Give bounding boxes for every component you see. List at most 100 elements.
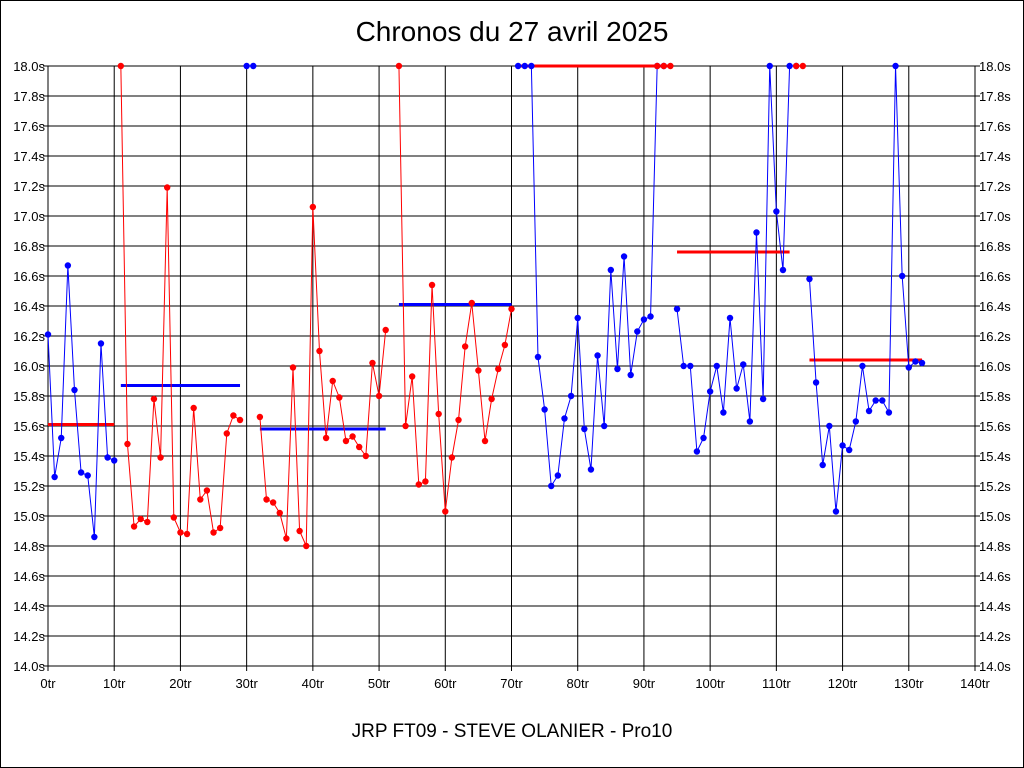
data-point: [276, 509, 283, 517]
data-point: [289, 364, 297, 371]
data-point: [356, 443, 363, 451]
y-tick-label-right: 16.2s: [979, 329, 1011, 344]
data-point: [806, 275, 813, 283]
tick-labels: 14.0s 14.0s 14.2s 14.2s 14.4s 14.4s 14.6s 14.6s…: [13, 59, 1011, 691]
data-point: [653, 62, 661, 70]
data-point: [706, 388, 714, 395]
x-tick-label: 70tr: [500, 676, 523, 691]
x-tick-label: 20tr: [169, 676, 192, 691]
data-point: [912, 358, 919, 365]
data-point: [223, 430, 230, 437]
data-point: [746, 418, 754, 425]
series-line: [808, 65, 923, 512]
data-point: [793, 62, 800, 70]
y-tick-label-left: 15.4s: [13, 449, 45, 464]
data-point: [885, 409, 893, 416]
data-point: [111, 457, 118, 464]
data-point: [382, 326, 389, 334]
data-point: [455, 416, 462, 424]
data-point: [667, 62, 674, 70]
data-point: [77, 469, 85, 476]
y-tick-label-right: 14.0s: [979, 659, 1011, 674]
data-point: [521, 62, 528, 70]
y-tick-label-left: 14.8s: [13, 539, 45, 554]
data-point: [700, 434, 707, 442]
data-point: [687, 362, 694, 370]
data-point: [448, 454, 456, 461]
data-point: [395, 62, 403, 70]
y-tick-label-right: 16.4s: [979, 299, 1011, 314]
y-tick-label-left: 14.4s: [13, 599, 45, 614]
data-point: [587, 466, 595, 473]
data-point: [574, 314, 581, 322]
data-point: [918, 359, 926, 367]
data-point: [322, 434, 330, 442]
data-point: [190, 404, 197, 412]
data-point: [819, 461, 826, 469]
data-point: [508, 305, 515, 313]
data-point: [852, 418, 860, 425]
y-tick-label-right: 14.2s: [979, 629, 1011, 644]
data-point: [640, 316, 648, 323]
data-point: [773, 208, 780, 215]
data-point: [230, 412, 237, 419]
data-point: [369, 359, 376, 367]
data-point: [468, 299, 475, 307]
y-tick-label-left: 18.0s: [13, 59, 45, 74]
data-point: [408, 373, 416, 380]
y-tick-label-left: 17.4s: [13, 149, 45, 164]
data-point: [812, 379, 820, 386]
data-point: [799, 62, 807, 70]
data-point: [753, 229, 760, 236]
data-point: [442, 508, 449, 515]
data-point: [766, 62, 773, 70]
data-point: [150, 395, 158, 403]
data-point: [210, 529, 217, 536]
data-point: [415, 481, 422, 488]
data-point: [216, 524, 224, 532]
data-point: [303, 542, 310, 550]
data-point: [607, 266, 615, 274]
data-point: [461, 343, 469, 350]
y-tick-label-right: 15.2s: [979, 479, 1011, 494]
y-tick-label-right: 17.8s: [979, 89, 1011, 104]
data-point: [130, 523, 138, 530]
data-point: [693, 448, 701, 455]
data-point: [481, 437, 489, 445]
y-tick-label-left: 16.6s: [13, 269, 45, 284]
data-point: [647, 313, 654, 320]
data-series: [44, 62, 926, 550]
data-point: [601, 422, 608, 430]
data-point: [634, 328, 641, 335]
data-point: [137, 515, 144, 523]
x-tick-label: 30tr: [235, 676, 258, 691]
data-point: [197, 496, 204, 503]
data-point: [740, 361, 747, 368]
data-point: [428, 281, 436, 289]
y-tick-label-left: 17.6s: [13, 119, 45, 134]
data-point: [256, 413, 264, 421]
data-point: [263, 496, 270, 503]
series-line: [259, 206, 387, 547]
y-tick-label-left: 14.0s: [13, 659, 45, 674]
y-tick-label-left: 14.6s: [13, 569, 45, 584]
data-point: [84, 472, 91, 479]
data-point: [91, 533, 98, 541]
y-tick-label-right: 15.6s: [979, 419, 1011, 434]
data-point: [733, 385, 740, 392]
y-tick-label-left: 17.8s: [13, 89, 45, 104]
y-tick-label-right: 16.8s: [979, 239, 1011, 254]
data-point: [97, 340, 105, 347]
data-point: [203, 487, 211, 494]
y-tick-label-right: 17.2s: [979, 179, 1011, 194]
data-point: [51, 473, 58, 481]
data-point: [534, 353, 542, 361]
data-point: [839, 442, 846, 449]
x-tick-label: 60tr: [434, 676, 457, 691]
data-point: [435, 410, 442, 418]
y-tick-label-left: 14.2s: [13, 629, 45, 644]
y-tick-label-right: 14.8s: [979, 539, 1011, 554]
data-point: [528, 62, 535, 70]
data-point: [898, 272, 906, 280]
data-point: [117, 62, 125, 70]
